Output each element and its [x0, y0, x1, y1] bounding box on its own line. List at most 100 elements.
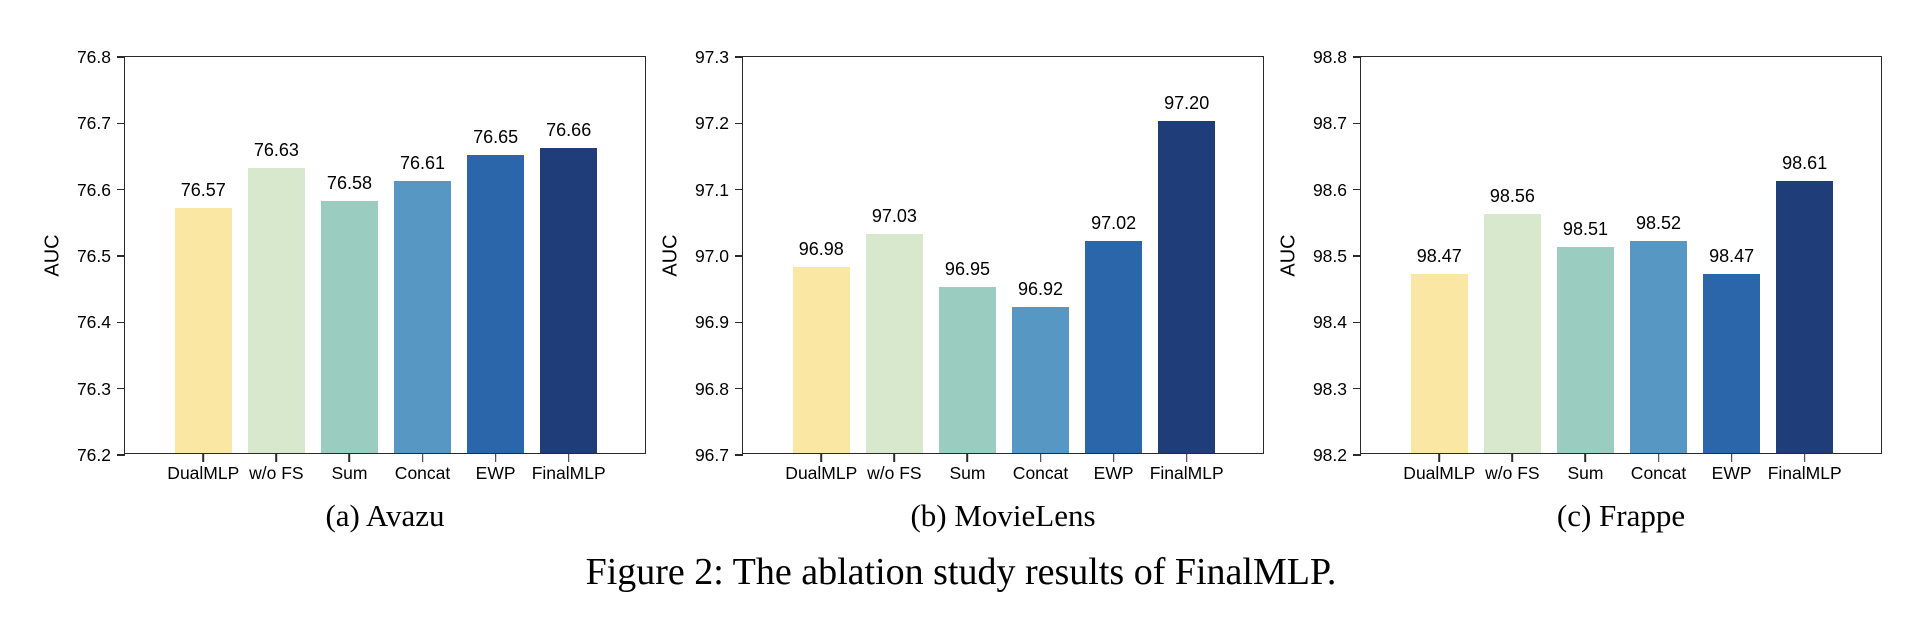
bar-value-label: 76.66 [546, 119, 592, 140]
bar-value-label: 98.47 [1416, 245, 1462, 266]
x-category-label: FinalMLP [531, 463, 606, 483]
y-tick-label: 98.8 [1312, 47, 1347, 67]
plot-outer: AUC 96.7 96.8 96.9 97.0 97.1 97.2 97.3 96.98 Dual… [660, 48, 1264, 483]
bar-value-label: 98.61 [1782, 153, 1828, 174]
x-tick-mark [1112, 453, 1115, 462]
x-tick-mark [275, 453, 278, 462]
y-tick-label: 76.6 [76, 179, 111, 200]
subplot-caption: (c) Frappe [1556, 498, 1686, 533]
y-tick-mark [116, 255, 125, 257]
bar-value-label: 98.56 [1489, 186, 1535, 207]
bar-value-label: 98.51 [1562, 219, 1608, 240]
x-tick-mark [1657, 453, 1660, 462]
y-tick-label: 76.2 [76, 445, 111, 465]
x-tick-mark [1185, 453, 1188, 462]
x-category-label: w/o FS [867, 463, 922, 483]
x-tick-mark [820, 453, 823, 462]
bar-value-label: 76.57 [180, 179, 226, 200]
subplot-caption: (b) MovieLens [910, 498, 1096, 533]
bar-w-o-fs [865, 234, 924, 453]
bar-value-label: 97.02 [1091, 212, 1137, 233]
x-tick-mark [1039, 453, 1042, 462]
y-tick-label: 76.3 [76, 378, 111, 399]
y-tick-label: 98.4 [1312, 312, 1347, 333]
y-tick-mark [116, 122, 125, 125]
bar-value-label: 76.61 [400, 153, 446, 174]
bar-concat [1011, 307, 1070, 453]
y-tick-mark [1352, 56, 1361, 58]
y-tick-mark [116, 56, 125, 58]
x-tick-mark [1438, 453, 1441, 462]
bar-dualmlp [792, 267, 850, 453]
bar-value-label: 76.63 [253, 139, 299, 160]
y-tick-mark [116, 321, 125, 324]
bar-sum [938, 287, 997, 453]
bar-finalmlp [539, 147, 598, 453]
y-tick-mark [734, 387, 743, 390]
x-category-label: Concat [1012, 463, 1069, 483]
figure-caption: Figure 2: The ablation study results of … [585, 551, 1337, 593]
y-tick-mark [116, 454, 125, 456]
bar-ewp [1702, 273, 1761, 453]
y-tick-mark [734, 56, 743, 58]
x-tick-mark [893, 453, 896, 462]
plot-outer: AUC 76.2 76.3 76.4 76.5 76.6 76.7 76.8 76.57 Dual… [42, 48, 646, 483]
x-category-label: FinalMLP [1767, 463, 1842, 483]
x-tick-mark [1584, 453, 1587, 462]
x-category-label: Sum [331, 463, 368, 483]
x-category-label: Concat [394, 463, 451, 483]
x-category-label: Sum [949, 463, 986, 483]
x-category-label: DualMLP [1403, 463, 1476, 483]
y-tick-label: 98.5 [1312, 246, 1347, 266]
y-tick-mark [116, 387, 125, 390]
plot-outer: AUC 98.2 98.3 98.4 98.5 98.6 98.7 98.8 98.47 Dual… [1278, 48, 1882, 483]
plot-area: 98.2 98.3 98.4 98.5 98.6 98.7 98.8 98.47 DualMLP… [1313, 48, 1882, 483]
y-tick-label: 76.7 [76, 113, 111, 134]
bar-finalmlp [1775, 181, 1834, 453]
x-tick-mark [1730, 453, 1733, 462]
y-tick-label: 98.7 [1312, 113, 1347, 134]
y-tick-mark [1352, 454, 1361, 456]
x-category-label: DualMLP [167, 463, 240, 483]
x-tick-mark [966, 453, 969, 462]
y-tick-mark [1352, 122, 1361, 125]
x-tick-mark [494, 453, 497, 462]
x-tick-mark [1803, 453, 1806, 462]
bar-w-o-fs [247, 167, 306, 453]
y-tick-mark [734, 188, 743, 191]
y-tick-mark [116, 188, 125, 191]
y-tick-label: 76.8 [76, 47, 111, 67]
x-category-label: w/o FS [249, 463, 304, 483]
x-category-label: EWP [1711, 463, 1752, 483]
x-category-label: Concat [1630, 463, 1687, 483]
bar-ewp [1084, 240, 1143, 453]
bar-sum [1556, 247, 1615, 453]
x-tick-mark [348, 453, 351, 462]
y-tick-mark [1352, 255, 1361, 257]
plot-area: 76.2 76.3 76.4 76.5 76.6 76.7 76.8 76.57 DualMLP… [77, 48, 646, 483]
bar-dualmlp [1410, 273, 1468, 453]
x-tick-mark [1511, 453, 1514, 462]
chart-a: AUC 76.2 76.3 76.4 76.5 76.6 76.7 76.8 76.57 Dual… [40, 48, 646, 534]
bar-value-label: 97.20 [1164, 93, 1210, 114]
y-tick-mark [734, 255, 743, 257]
bar-w-o-fs [1483, 214, 1542, 453]
y-tick-label: 98.6 [1312, 179, 1347, 200]
bar-dualmlp [174, 207, 232, 453]
x-tick-mark [567, 453, 570, 462]
y-tick-label: 76.4 [76, 312, 111, 333]
x-category-label: w/o FS [1485, 463, 1540, 483]
y-tick-label: 96.8 [694, 378, 729, 399]
subplot-caption: (a) Avazu [325, 498, 445, 533]
plot-area: 96.7 96.8 96.9 97.0 97.1 97.2 97.3 96.98 DualMLP… [695, 48, 1264, 483]
y-tick-mark [1352, 387, 1361, 390]
x-tick-mark [202, 453, 205, 462]
y-tick-label: 96.9 [694, 312, 729, 333]
bar-ewp [466, 154, 525, 453]
charts-row: AUC 76.2 76.3 76.4 76.5 76.6 76.7 76.8 76.57 Dual… [40, 48, 1882, 534]
y-tick-mark [734, 321, 743, 324]
bar-concat [1629, 240, 1688, 453]
bar-finalmlp [1157, 121, 1216, 453]
y-tick-mark [734, 122, 743, 125]
y-tick-label: 98.3 [1312, 378, 1347, 399]
